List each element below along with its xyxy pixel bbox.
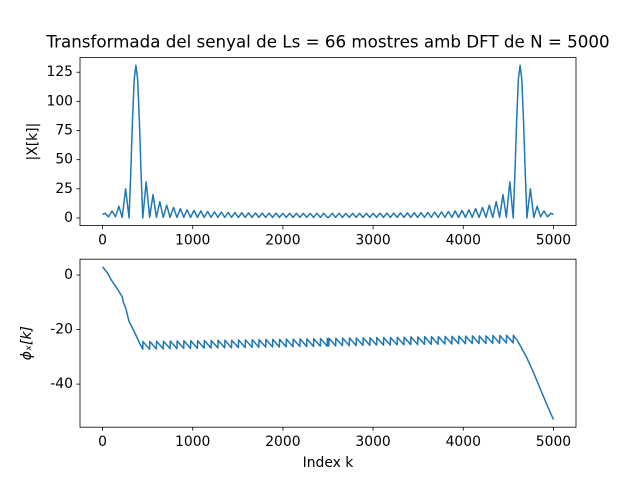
y-axis-label: ϕₓ[k] [19,326,35,360]
chart-title: Transformada del senyal de Ls = 66 mostr… [45,32,609,52]
x-axis-label: Index k [303,455,354,471]
x-tick-label: 4000 [446,233,481,249]
x-tick-label: 3000 [355,434,390,450]
y-tick-label: 0 [64,267,73,283]
x-tick-label: 0 [98,233,107,249]
x-tick-label: 2000 [265,434,300,450]
axes-frame [79,57,577,226]
y-axis-label: |X[k]| [25,123,41,161]
line [102,64,554,219]
x-tick-label: 4000 [446,434,481,450]
x-tick-label: 3000 [355,233,390,249]
x-tick-label: 5000 [536,434,571,450]
y-tick-label: -40 [50,376,73,392]
x-tick-label: 0 [98,434,107,450]
x-tick-label: 1000 [175,233,210,249]
y-tick-label: -20 [50,322,73,338]
line [101,266,555,420]
y-tick-label: 0 [64,210,73,226]
x-tick-label: 5000 [536,233,571,249]
x-tick-label: 2000 [265,233,300,249]
axes-frame [79,258,577,428]
y-tick-label: 50 [55,152,73,168]
y-tick-label: 100 [46,93,73,109]
y-tick-label: 125 [46,64,73,80]
x-tick-label: 1000 [175,434,210,450]
y-tick-label: 25 [55,181,73,197]
y-tick-label: 75 [55,123,73,139]
